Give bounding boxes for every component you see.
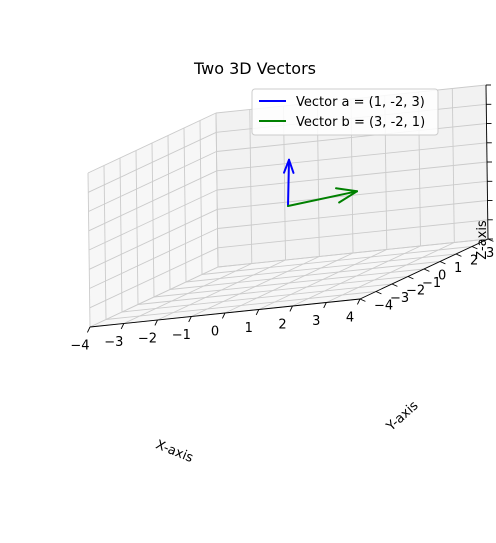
y-tick-mark <box>471 246 478 250</box>
grid-line <box>88 131 217 193</box>
y-tick-mark <box>359 298 366 302</box>
x-tick-mark <box>154 319 158 326</box>
grid-line <box>167 135 171 290</box>
grid-lines <box>87 84 489 328</box>
y-tick-label: 2 <box>470 254 478 269</box>
x-tick-label: 3 <box>312 314 320 329</box>
x-tick-mark <box>86 326 91 333</box>
y-tick-mark <box>423 268 430 272</box>
grid-line <box>292 245 421 307</box>
y-tick-mark <box>407 276 414 280</box>
y-tick-label: −4 <box>374 299 393 314</box>
chart-title: Two 3D Vectors <box>193 59 316 78</box>
x-tick-label: −2 <box>138 332 157 347</box>
grid-line <box>87 112 217 174</box>
x-tick-label: −1 <box>172 328 191 343</box>
x-tick-mark <box>356 298 361 305</box>
grid-line <box>215 112 219 268</box>
y-tick-label: 1 <box>454 261 462 276</box>
x-tick-label: 4 <box>346 311 354 326</box>
grid-line <box>216 142 487 172</box>
vector-shaft-1 <box>287 190 358 207</box>
x-tick-label: 1 <box>245 321 253 336</box>
y-tick-label: −1 <box>422 276 441 291</box>
x-tick-mark <box>188 316 192 323</box>
vector-head-0-1 <box>288 158 295 174</box>
vector-series <box>283 158 358 207</box>
grid-line <box>201 246 473 275</box>
z-axis-label: Z-axis <box>475 220 490 260</box>
grid-line <box>326 242 455 303</box>
vector-head-1-0 <box>335 187 358 193</box>
y-tick-label: −2 <box>406 284 425 299</box>
grid-line <box>199 120 203 275</box>
x-tick-mark <box>120 323 125 330</box>
vector-1 <box>287 187 358 207</box>
x-tick-label: −4 <box>70 339 89 354</box>
grid-line <box>88 151 217 212</box>
grid-line <box>216 123 487 152</box>
legend-frame <box>251 88 439 136</box>
x-tick-mark <box>323 302 327 309</box>
y-tick-label: 0 <box>438 269 446 284</box>
x-axis-label: X-axis <box>153 437 195 466</box>
x-tick-label: −3 <box>104 335 123 350</box>
tick-marks: −4−4−4−3−3−3−2−2−2−1−1−1000111222333444 <box>70 84 494 354</box>
grid-line <box>183 127 187 283</box>
legend-label-a: Vector a = (1, -2, 3) <box>296 95 425 110</box>
y-tick-mark <box>455 253 462 257</box>
vector-head-0-0 <box>283 158 290 174</box>
y-tick-label: 3 <box>486 246 494 261</box>
grid-line <box>217 238 489 268</box>
y-tick-mark <box>439 261 446 265</box>
x-tick-label: 0 <box>211 325 219 340</box>
x-tick-mark <box>289 305 293 312</box>
y-tick-mark <box>487 238 494 242</box>
legend: Vector a = (1, -2, 3) Vector b = (3, -2,… <box>251 88 439 136</box>
grid-line <box>88 189 218 251</box>
y-tick-mark <box>391 283 398 287</box>
grid-line <box>169 261 441 290</box>
x-tick-mark <box>221 312 226 319</box>
vector-shaft-0 <box>287 158 290 207</box>
grid-line <box>216 161 488 191</box>
y-tick-mark <box>375 291 382 295</box>
vector-head-1-1 <box>338 190 358 204</box>
vector-0 <box>283 158 295 207</box>
legend-label-b: Vector b = (3, -2, 1) <box>296 115 425 130</box>
grid-line <box>185 253 457 283</box>
y-axis-label: Y-axis <box>383 398 422 435</box>
x-tick-label: 2 <box>278 318 286 333</box>
grid-line <box>451 88 455 243</box>
y-tick-label: −3 <box>390 291 409 306</box>
grid-line <box>153 268 425 298</box>
grid-line <box>88 170 217 232</box>
x-tick-mark <box>255 309 260 316</box>
grid-line <box>258 249 387 310</box>
